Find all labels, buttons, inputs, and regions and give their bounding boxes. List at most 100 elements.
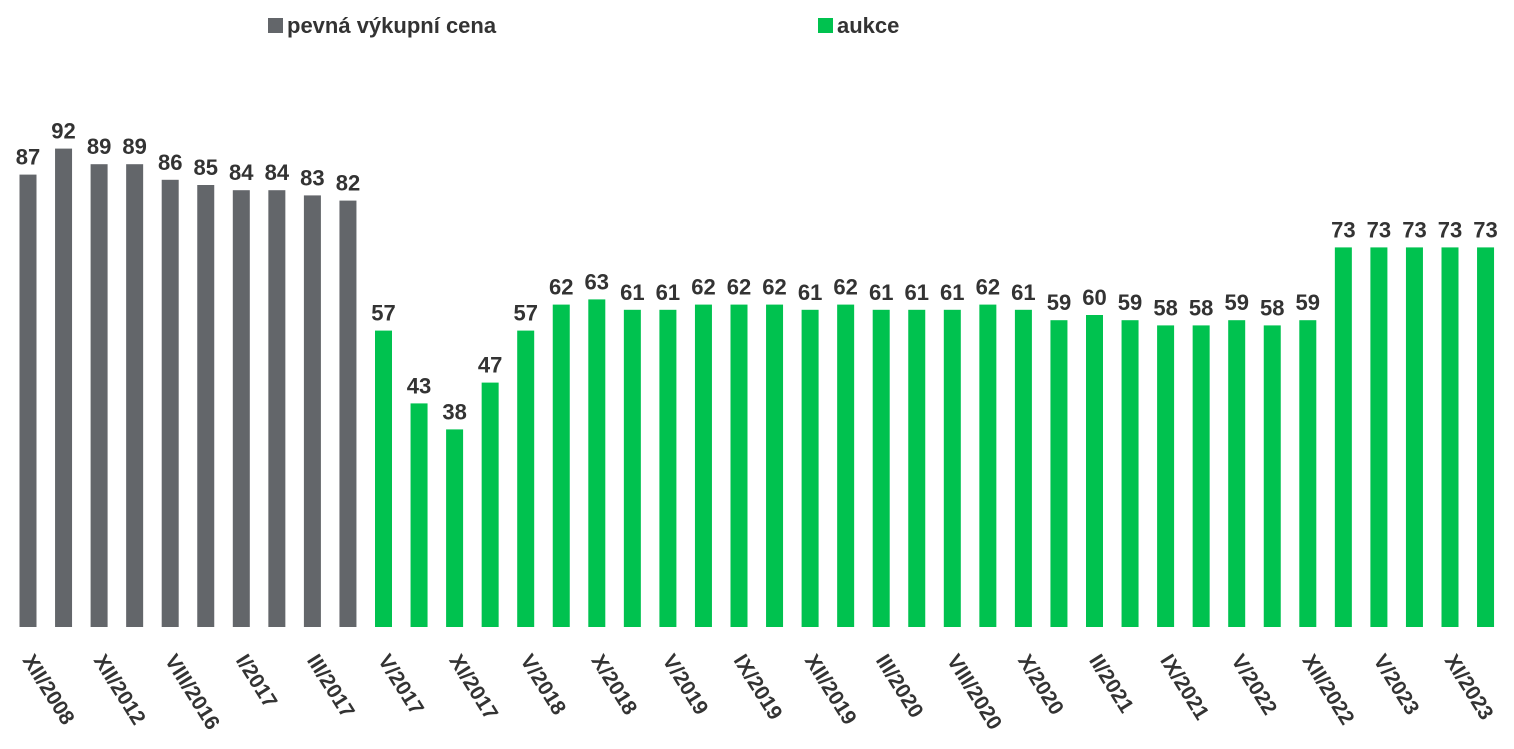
data-label: 62 — [833, 275, 857, 300]
legend-swatch — [268, 18, 283, 33]
bar — [1263, 325, 1281, 627]
bar — [801, 309, 819, 627]
x-tick-label: XI/2023 — [1440, 650, 1498, 724]
data-label: 92 — [51, 119, 75, 144]
data-label: 61 — [656, 280, 680, 305]
bar — [837, 304, 855, 627]
bar — [1086, 315, 1103, 627]
x-tick-label: XII/2022 — [1298, 650, 1359, 729]
bar — [1441, 247, 1459, 627]
bar — [872, 309, 890, 627]
x-tick-label: V/2022 — [1226, 650, 1281, 719]
data-label: 73 — [1402, 217, 1426, 242]
bar — [1299, 320, 1317, 627]
data-label: 58 — [1260, 295, 1284, 320]
data-label: 73 — [1473, 217, 1497, 242]
bar — [161, 179, 179, 628]
data-label: 61 — [940, 280, 964, 305]
x-tick-label: V/2018 — [515, 650, 570, 719]
bar — [517, 330, 535, 627]
x-tick-label: I/2017 — [231, 650, 281, 712]
data-label: 58 — [1153, 295, 1177, 320]
x-tick-label: V/2019 — [658, 650, 713, 719]
data-label: 61 — [905, 280, 929, 305]
x-tick-label: IX/2021 — [1155, 650, 1213, 724]
bar — [694, 304, 712, 627]
bar — [410, 403, 428, 627]
data-label: 59 — [1224, 290, 1248, 315]
data-label: 82 — [336, 171, 360, 196]
data-label: 57 — [371, 301, 395, 326]
x-tick-label: II/2021 — [1084, 650, 1138, 717]
bar — [90, 164, 108, 627]
data-label: 61 — [1011, 280, 1035, 305]
bar — [1405, 247, 1423, 627]
x-tick-label: X/2020 — [1013, 650, 1068, 719]
bar — [1050, 320, 1068, 627]
data-label: 59 — [1118, 290, 1142, 315]
data-label: 73 — [1367, 217, 1391, 242]
bar — [197, 185, 215, 627]
data-label: 38 — [442, 399, 466, 424]
legend-swatch — [818, 18, 833, 33]
data-label: 59 — [1047, 290, 1071, 315]
bar — [375, 330, 392, 627]
x-tick-label: XII/2019 — [800, 650, 861, 729]
x-tick-label: V/2023 — [1369, 650, 1424, 719]
bar — [55, 148, 73, 627]
data-label: 62 — [691, 275, 715, 300]
bar — [943, 309, 961, 627]
x-tick-label: XII/2008 — [18, 650, 79, 729]
x-tick-label: XI/2017 — [444, 650, 502, 724]
data-label: 62 — [727, 275, 751, 300]
bar — [1228, 320, 1246, 627]
legend-label: aukce — [837, 13, 899, 38]
x-tick-label: V/2017 — [373, 650, 428, 719]
bar — [552, 304, 570, 627]
bar — [339, 200, 357, 627]
data-label: 62 — [762, 275, 786, 300]
x-tick-label: VIII/2020 — [942, 650, 1006, 733]
bar — [19, 174, 37, 627]
data-label: 59 — [1296, 290, 1320, 315]
bar — [659, 309, 677, 627]
bar — [1477, 247, 1495, 627]
bar — [1334, 247, 1352, 627]
x-tick-label: III/2020 — [871, 650, 928, 722]
data-label: 84 — [229, 160, 254, 185]
data-label: 62 — [549, 275, 573, 300]
bar — [446, 429, 464, 627]
bar — [1370, 247, 1388, 627]
bar — [766, 304, 784, 627]
legend-label: pevná výkupní cena — [287, 13, 497, 38]
data-label: 43 — [407, 373, 431, 398]
data-label: 87 — [16, 145, 40, 170]
bar — [126, 164, 144, 627]
data-label: 84 — [265, 160, 290, 185]
bar — [1192, 325, 1210, 627]
bar — [481, 382, 499, 627]
data-label: 61 — [869, 280, 893, 305]
x-tick-label: IX/2019 — [729, 650, 787, 724]
data-label: 73 — [1438, 217, 1462, 242]
data-label: 61 — [798, 280, 822, 305]
data-label: 85 — [194, 155, 218, 180]
data-label: 47 — [478, 353, 502, 378]
data-label: 86 — [158, 150, 182, 175]
bar — [1121, 320, 1139, 627]
bar — [979, 304, 997, 627]
bar — [908, 309, 926, 627]
data-label: 62 — [976, 275, 1000, 300]
x-tick-label: X/2018 — [587, 650, 642, 719]
bar — [303, 195, 321, 627]
bar — [588, 299, 606, 627]
x-tick-label: III/2017 — [302, 650, 359, 722]
data-label: 61 — [620, 280, 644, 305]
data-label: 60 — [1082, 285, 1106, 310]
data-label: 63 — [585, 269, 609, 294]
bar — [232, 190, 250, 627]
bar — [1014, 309, 1032, 627]
data-label: 58 — [1189, 295, 1213, 320]
data-label: 83 — [300, 165, 324, 190]
